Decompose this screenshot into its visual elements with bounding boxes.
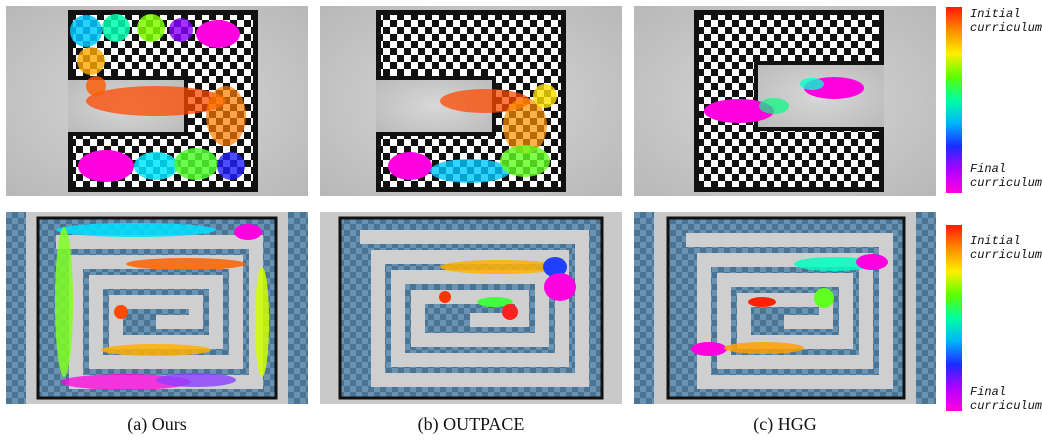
colorbar-bottom-final-label: Final curriculum	[970, 385, 1042, 413]
caption-hgg: (c) HGG	[753, 414, 817, 434]
red-trail	[86, 76, 246, 146]
colorbar-bottom	[946, 225, 962, 411]
caption-ours: (a) Ours	[127, 414, 187, 434]
goal-cluster-end	[78, 148, 245, 182]
goal-spiral-trail	[55, 223, 269, 390]
red-trail	[440, 84, 557, 154]
panel-umaze-outpace	[320, 6, 622, 196]
panel-spiral-outpace	[320, 212, 622, 404]
panel-umaze-ours	[6, 6, 308, 196]
caption-outpace: (b) OUTPACE	[417, 414, 525, 434]
goal-cluster-end	[388, 145, 550, 183]
goal-clusters	[704, 77, 864, 123]
goal-clusters	[439, 257, 576, 320]
colorbar-bottom-initial-label: Initial curriculum	[970, 234, 1042, 262]
goal-clusters	[691, 254, 888, 356]
panel-spiral-ours	[6, 212, 308, 404]
colorbar-top	[946, 7, 962, 193]
panel-umaze-hgg	[634, 6, 936, 196]
panel-spiral-hgg	[634, 212, 936, 404]
colorbar-top-final-label: Final curriculum	[970, 162, 1042, 190]
goal-cluster-start	[70, 14, 240, 75]
colorbar-top-initial-label: Initial curriculum	[970, 7, 1042, 35]
